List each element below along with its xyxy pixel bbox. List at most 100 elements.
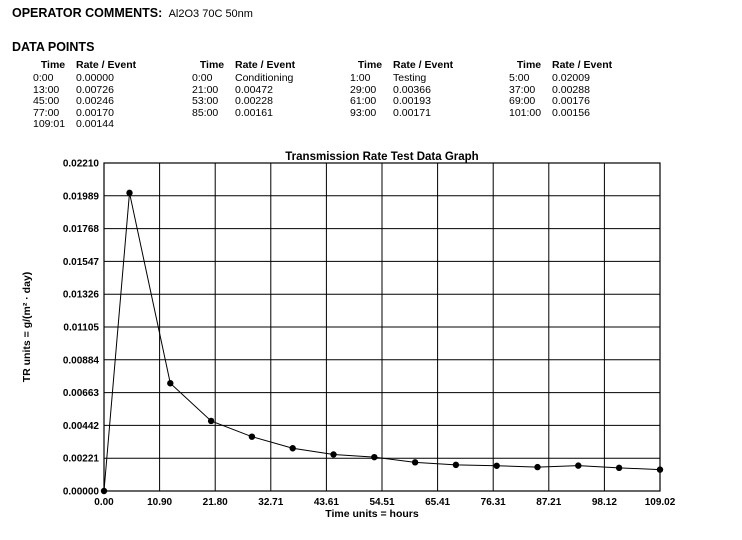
rate-header: Rate / Event — [552, 59, 613, 71]
x-tick-label: 0.00 — [94, 497, 114, 508]
y-axis-label: TR units = g/(m² · day) — [21, 272, 33, 383]
y-tick-label: 0.00442 — [63, 421, 100, 432]
data-point-row: 101:00 0.00156 — [506, 106, 612, 120]
data-points-header: Time Rate / Event — [30, 59, 136, 73]
data-point-rate: 0.00246 — [76, 95, 114, 107]
data-point-marker — [330, 451, 337, 458]
operator-comments: OPERATOR COMMENTS: Al2O3 70C 50nm — [12, 6, 253, 20]
data-point-row: 0:00 0.00000 — [30, 72, 136, 85]
data-point-marker — [656, 466, 664, 473]
data-point-marker — [248, 433, 256, 440]
data-point-time: 61:00 — [350, 95, 377, 107]
time-header: Time — [40, 59, 66, 71]
data-point-marker — [615, 464, 623, 472]
operator-comments-label: OPERATOR COMMENTS: — [12, 6, 163, 20]
data-points-header: Time Rate / Event — [347, 59, 453, 73]
data-point-row: 5:00 0.02009 — [506, 72, 612, 85]
data-point-time: 109:01 — [33, 118, 66, 130]
data-point-row: 21:00 0.00472 — [189, 83, 295, 97]
data-point-row: 61:00 0.00193 — [347, 95, 453, 108]
data-point-rate: 0.00193 — [393, 95, 431, 107]
rate-header: Rate / Event — [235, 59, 296, 71]
data-point-row: 85:00 0.00161 — [189, 106, 295, 120]
y-tick-label: 0.00884 — [63, 355, 100, 366]
data-points-header: Time Rate / Event — [189, 59, 295, 73]
data-point-row: 1:00 Testing — [347, 72, 453, 85]
y-tick-label: 0.01326 — [63, 290, 100, 301]
data-point-row: 45:00 0.00246 — [30, 95, 136, 108]
data-points-column: Time Rate / Event 1:00 Testing 29:00 0.00366 6… — [347, 59, 453, 119]
data-point-row: 13:00 0.00726 — [30, 83, 136, 97]
data-point-row: 37:00 0.00288 — [506, 83, 612, 97]
chart-title: Transmission Rate Test Data Graph — [285, 151, 478, 163]
data-points-column: Time Rate / Event 0:00 Conditioning 21:00 0.0… — [189, 59, 295, 119]
data-point-row: 77:00 0.00170 — [30, 106, 136, 120]
data-point-time: 1:00 — [350, 72, 371, 84]
data-point-time: 53:00 — [192, 95, 219, 107]
time-header: Time — [199, 59, 225, 71]
data-point-rate: 0.02009 — [552, 72, 590, 84]
data-point-row: 69:00 0.00176 — [506, 95, 612, 108]
data-point-marker — [207, 417, 215, 425]
data-points-header: Time Rate / Event — [506, 59, 612, 73]
data-point-marker — [452, 461, 460, 469]
time-header: Time — [357, 59, 383, 71]
data-point-rate: 0.00366 — [393, 83, 431, 96]
data-point-marker — [493, 462, 500, 469]
data-point-marker — [126, 189, 133, 197]
y-tick-label: 0.00000 — [63, 487, 100, 498]
x-tick-label: 32.71 — [258, 497, 283, 508]
data-point-time: 69:00 — [509, 95, 536, 107]
data-point-rate: 0.00161 — [235, 106, 273, 119]
data-point-rate: Testing — [393, 72, 427, 84]
x-axis-label: Time units = hours — [325, 508, 419, 520]
plot-frame — [103, 162, 661, 492]
rate-header: Rate / Event — [393, 59, 454, 71]
data-point-marker — [534, 463, 541, 471]
data-point-rate: Conditioning — [235, 72, 294, 84]
x-tick-label: 76.31 — [481, 497, 506, 508]
data-points-column: Time Rate / Event 0:00 0.00000 13:00 0.00726 4… — [30, 59, 136, 131]
y-tick-label: 0.01768 — [63, 224, 100, 235]
data-point-row: 93:00 0.00171 — [347, 106, 453, 120]
data-point-rate: 0.00228 — [235, 95, 273, 107]
data-point-rate: 0.00472 — [235, 83, 273, 96]
data-point-time: 93:00 — [350, 106, 377, 119]
y-tick-label: 0.02210 — [63, 159, 100, 170]
y-tick-label: 0.00221 — [63, 454, 100, 465]
y-tick-label: 0.01547 — [63, 257, 100, 268]
data-point-rate: 0.00144 — [76, 118, 114, 130]
data-point-rate: 0.00156 — [552, 106, 590, 119]
x-tick-label: 87.21 — [536, 497, 561, 508]
data-point-rate: 0.00288 — [552, 83, 590, 96]
x-tick-label: 43.61 — [314, 497, 339, 508]
data-point-time: 0:00 — [33, 72, 54, 84]
rate-header: Rate / Event — [76, 59, 137, 71]
data-point-time: 85:00 — [192, 106, 219, 119]
data-point-rate: 0.00000 — [76, 72, 114, 84]
data-point-time: 29:00 — [350, 83, 377, 96]
data-point-rate: 0.00726 — [76, 83, 114, 96]
data-point-time: 5:00 — [509, 72, 530, 84]
y-tick-label: 0.01989 — [63, 191, 100, 202]
data-point-time: 45:00 — [33, 95, 60, 107]
x-tick-label: 109.02 — [645, 497, 676, 508]
x-tick-label: 65.41 — [425, 497, 450, 508]
data-point-time: 13:00 — [33, 83, 60, 96]
data-points-column: Time Rate / Event 5:00 0.02009 37:00 0.00288 6… — [506, 59, 612, 119]
data-point-marker — [411, 459, 419, 466]
time-header: Time — [516, 59, 542, 71]
data-point-row: 0:00 Conditioning — [189, 72, 295, 85]
data-point-row: 29:00 0.00366 — [347, 83, 453, 97]
data-point-row: 109:01 0.00144 — [30, 118, 136, 131]
x-tick-label: 54.51 — [369, 497, 394, 508]
data-point-row: 53:00 0.00228 — [189, 95, 295, 108]
x-tick-label: 98.12 — [592, 497, 617, 508]
data-point-time: 21:00 — [192, 83, 219, 96]
data-point-time: 0:00 — [192, 72, 213, 84]
data-point-rate: 0.00170 — [76, 106, 114, 119]
y-tick-label: 0.00663 — [63, 388, 100, 399]
data-point-marker — [575, 462, 582, 469]
data-points-title: DATA POINTS — [12, 40, 95, 54]
